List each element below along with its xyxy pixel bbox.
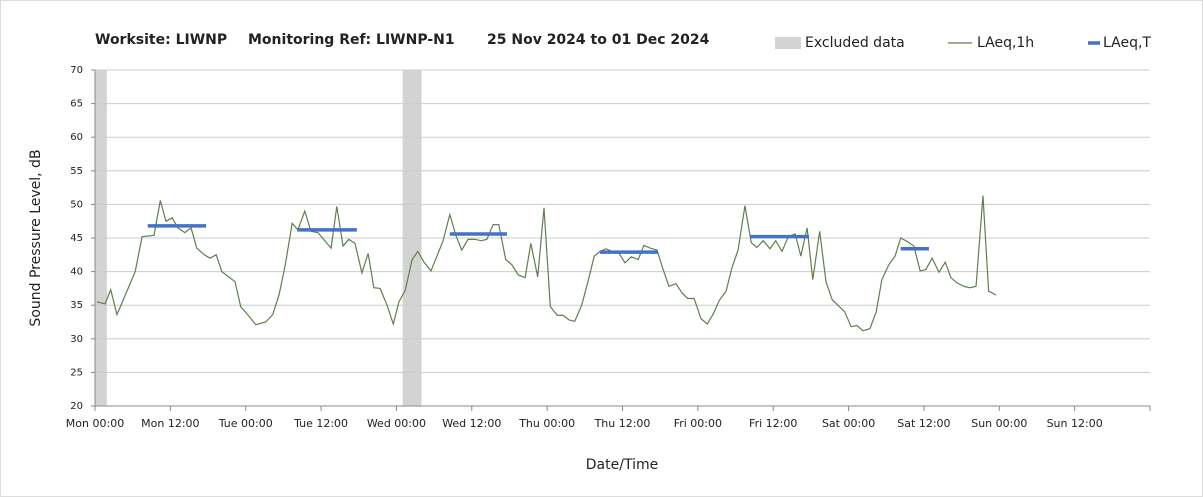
x-tick-label: Sat 12:00 — [897, 417, 950, 430]
y-tick-label: 40 — [70, 267, 83, 278]
y-axis-title: Sound Pressure Level, dB — [28, 149, 44, 326]
y-tick-label: 60 — [70, 132, 83, 143]
x-tick-label: Fri 00:00 — [674, 417, 722, 430]
laeq-1h-line — [96, 195, 997, 332]
legend-label: LAeq,T — [1103, 35, 1151, 51]
y-tick-label: 65 — [70, 99, 83, 110]
x-tick-label: Wed 00:00 — [367, 417, 426, 430]
x-tick-label: Mon 12:00 — [141, 417, 199, 430]
x-tick-label: Mon 00:00 — [66, 417, 124, 430]
legend-swatch-excluded — [775, 37, 801, 49]
y-tick-label: 25 — [70, 367, 83, 378]
title-worksite: Worksite: LIWNP — [95, 32, 227, 48]
title-ref: Monitoring Ref: LIWNP-N1 — [248, 32, 455, 48]
legend-label: Excluded data — [805, 35, 905, 51]
x-tick-label: Tue 00:00 — [218, 417, 273, 430]
y-tick-label: 45 — [70, 233, 83, 244]
legend-label: LAeq,1h — [977, 35, 1034, 51]
y-tick-label: 30 — [70, 334, 83, 345]
x-tick-label: Wed 12:00 — [442, 417, 501, 430]
y-tick-label: 20 — [70, 401, 83, 412]
x-tick-label: Sat 00:00 — [822, 417, 875, 430]
title-dates: 25 Nov 2024 to 01 Dec 2024 — [487, 32, 710, 48]
x-axis-title: Date/Time — [586, 457, 658, 473]
x-tick-label: Sun 12:00 — [1047, 417, 1103, 430]
x-tick-label: Thu 00:00 — [518, 417, 575, 430]
y-tick-label: 50 — [70, 199, 83, 210]
y-tick-label: 70 — [70, 65, 83, 76]
y-tick-label: 35 — [70, 300, 83, 311]
y-tick-label: 55 — [70, 166, 83, 177]
x-tick-label: Thu 12:00 — [594, 417, 651, 430]
x-tick-label: Fri 12:00 — [749, 417, 797, 430]
x-tick-label: Tue 12:00 — [293, 417, 348, 430]
x-tick-label: Sun 00:00 — [971, 417, 1027, 430]
